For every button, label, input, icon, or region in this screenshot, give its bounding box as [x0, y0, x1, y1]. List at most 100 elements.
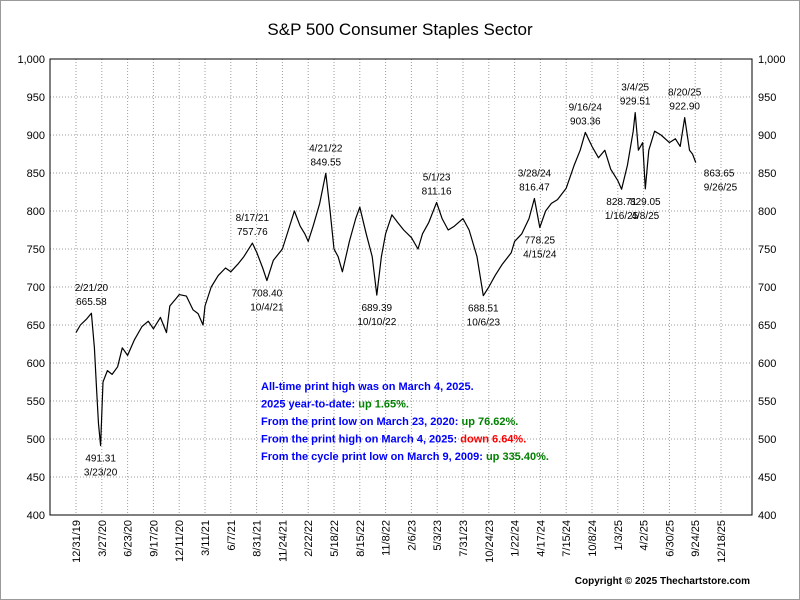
- chart-title: S&P 500 Consumer Staples Sector: [267, 20, 533, 39]
- note-line: From the print low on March 23, 2020: up…: [261, 416, 518, 428]
- annotation-date: 8/17/21: [236, 213, 270, 224]
- annotation-value: 811.16: [422, 187, 452, 198]
- annotation-value: 863.65: [704, 169, 735, 180]
- y-tick-label-right: 900: [758, 130, 776, 142]
- y-tick-label-right: 950: [758, 92, 776, 104]
- x-tick-label: 11/24/21: [277, 520, 289, 562]
- x-tick-label: 3/11/21: [200, 520, 212, 556]
- y-tick-label-left: 550: [27, 396, 45, 408]
- y-tick-label-right: 800: [758, 206, 776, 218]
- annotation-value: 828.71: [606, 197, 637, 208]
- note-segment: down 6.64%.: [460, 434, 526, 446]
- annotation-date: 9/26/25: [704, 183, 738, 194]
- annotation-date: 8/20/25: [668, 88, 702, 99]
- annotation-date: 10/4/21: [250, 303, 284, 314]
- x-tick-label: 12/18/25: [716, 520, 728, 563]
- annotation-value: 491.31: [85, 454, 116, 465]
- price-series-line: [75, 112, 697, 447]
- y-tick-label-left: 950: [27, 92, 45, 104]
- note-line: 2025 year-to-date: up 1.65%.: [261, 399, 409, 411]
- annotation-date: 3/28/24: [518, 168, 552, 179]
- x-tick-label: 6/7/21: [226, 520, 238, 551]
- plot-area: [49, 58, 753, 516]
- y-tick-label-left: 1,000: [17, 54, 45, 66]
- annotation-date: 5/1/23: [423, 173, 451, 184]
- x-tick-label: 7/31/23: [458, 520, 470, 557]
- x-tick-label: 10/8/24: [587, 520, 599, 557]
- y-tick-label-left: 900: [27, 130, 45, 142]
- annotation-date: 10/6/23: [467, 318, 501, 329]
- annotation-date: 10/10/22: [357, 317, 396, 328]
- annotation-value: 929.51: [620, 97, 651, 108]
- x-tick-label: 12/11/20: [174, 520, 186, 562]
- annotation-value: 922.90: [669, 102, 700, 113]
- y-tick-label-right: 650: [758, 320, 776, 332]
- y-tick-label-right: 850: [758, 168, 776, 180]
- annotation-date: 4/21/22: [309, 143, 343, 154]
- y-tick-label-right: 700: [758, 282, 776, 294]
- x-tick-label: 4/17/24: [535, 520, 547, 557]
- y-tick-label-left: 850: [27, 168, 45, 180]
- y-tick-label-left: 500: [27, 434, 45, 446]
- annotation-value: 665.58: [76, 297, 107, 308]
- x-tick-label: 8/15/22: [355, 520, 367, 557]
- x-tick-label: 5/18/22: [329, 520, 341, 557]
- annotation-value: 816.47: [519, 182, 550, 193]
- annotation-value: 757.76: [237, 227, 268, 238]
- note-segment: up 76.62%.: [461, 416, 518, 428]
- note-segment: All-time print high was on March 4, 2025…: [261, 381, 474, 393]
- x-tick-label: 1/3/25: [613, 520, 625, 551]
- note-line: All-time print high was on March 4, 2025…: [261, 381, 474, 393]
- y-tick-label-right: 750: [758, 244, 776, 256]
- note-line: From the cycle print low on March 9, 200…: [261, 451, 549, 463]
- y-tick-label-left: 600: [27, 358, 45, 370]
- annotation-date: 2/21/20: [75, 283, 109, 294]
- note-segment: From the cycle print low on March 9, 200…: [261, 451, 486, 463]
- annotation-date: 9/16/24: [569, 102, 603, 113]
- annotation-value: 849.55: [311, 157, 342, 168]
- note-segment: up 1.65%.: [358, 399, 409, 411]
- annotation-value: 689.39: [362, 303, 393, 314]
- note-line: From the print high on March 4, 2025: do…: [261, 434, 526, 446]
- x-tick-label: 7/15/24: [561, 520, 573, 557]
- annotation-date: 3/4/25: [621, 83, 649, 94]
- y-tick-label-left: 400: [27, 510, 45, 522]
- x-tick-label: 9/24/25: [690, 520, 702, 557]
- x-tick-label: 5/3/23: [432, 520, 444, 551]
- note-segment: From the print high on March 4, 2025:: [261, 434, 460, 446]
- note-segment: From the print low on March 23, 2020:: [261, 416, 461, 428]
- x-tick-label: 4/2/25: [639, 520, 651, 551]
- y-tick-label-right: 600: [758, 358, 776, 370]
- y-tick-label-left: 650: [27, 320, 45, 332]
- x-tick-label: 8/31/21: [252, 520, 264, 557]
- x-tick-label: 9/17/20: [148, 520, 160, 557]
- x-tick-label: 2/22/22: [303, 520, 315, 557]
- annotation-date: 4/8/25: [631, 211, 659, 222]
- x-tick-label: 2/6/23: [406, 520, 418, 551]
- note-segment: 2025 year-to-date:: [261, 399, 358, 411]
- x-tick-label: 11/8/22: [381, 520, 393, 556]
- y-tick-label-right: 500: [758, 434, 776, 446]
- annotation-date: 3/23/20: [84, 468, 118, 479]
- x-tick-label: 10/24/23: [484, 520, 496, 563]
- x-tick-label: 1/22/24: [510, 520, 522, 557]
- annotation-value: 829.05: [630, 197, 661, 208]
- x-tick-label: 6/23/20: [123, 520, 135, 557]
- x-tick-label: 6/30/25: [664, 520, 676, 557]
- y-tick-label-right: 550: [758, 396, 776, 408]
- annotation-value: 708.40: [252, 289, 283, 300]
- y-tick-label-left: 750: [27, 244, 45, 256]
- annotation-date: 1/16/25: [605, 211, 639, 222]
- y-tick-label-right: 1,000: [758, 54, 786, 66]
- y-tick-label-right: 450: [758, 472, 776, 484]
- copyright: Copyright © 2025 Thechartstore.com: [574, 576, 750, 587]
- y-tick-label-right: 400: [758, 510, 776, 522]
- annotation-date: 4/15/24: [523, 250, 557, 261]
- annotation-value: 778.25: [525, 236, 556, 247]
- note-segment: up 335.40%.: [486, 451, 549, 463]
- y-tick-label-left: 450: [27, 472, 45, 484]
- annotation-value: 688.51: [468, 304, 499, 315]
- x-tick-label: 12/31/19: [71, 520, 83, 563]
